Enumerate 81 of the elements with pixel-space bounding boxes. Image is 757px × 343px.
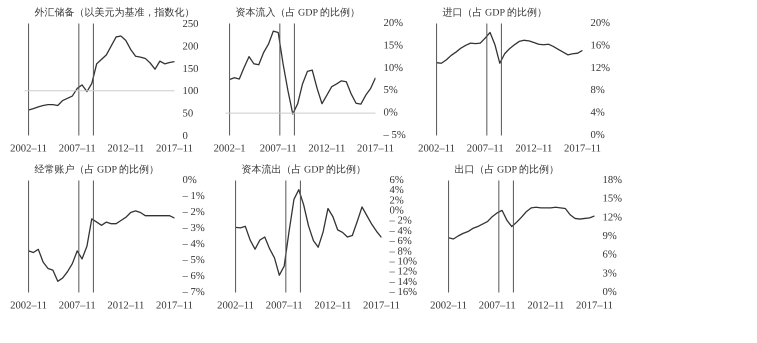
y-tick-label: 15% — [384, 40, 404, 52]
x-tick-label: 2007–11 — [58, 300, 96, 312]
y-tick-label: 0% — [602, 287, 617, 298]
y-tick-label: 4% — [590, 108, 605, 119]
x-tick-label: 2002–11 — [418, 144, 456, 154]
y-tick-label: 2% — [390, 195, 404, 206]
text: 外汇储备（以美元为基准，指数化） — [34, 6, 194, 18]
x-tick-label: 2002–1 — [214, 144, 246, 154]
x-tick-label: 2007–11 — [266, 300, 303, 312]
y-tick-label: 0 — [182, 131, 188, 142]
y-tick-label: 6% — [602, 250, 617, 261]
x-tick-label: 2007–11 — [466, 144, 504, 154]
x-tick-label: 2017–11 — [156, 300, 193, 312]
text: 资本流出（占 GDP 的比例） — [242, 164, 366, 176]
y-tick-label: 250 — [182, 19, 198, 30]
x-tick-label: 2012–11 — [314, 300, 352, 312]
x-tick-label: 2007–11 — [478, 300, 516, 312]
y-tick-label: – 3% — [182, 223, 205, 234]
y-tick-label: 5% — [384, 85, 398, 96]
y-tick-label: 10% — [384, 62, 404, 74]
text: 资本流入（占 GDP 的比例） — [236, 6, 360, 18]
line-series — [448, 206, 594, 240]
x-tick-label: 2012–11 — [107, 300, 144, 312]
y-tick-label: – 7% — [182, 287, 205, 298]
x-tick-label: 2017–11 — [363, 300, 400, 312]
y-tick-label: – 5% — [182, 255, 205, 266]
x-tick-label: 2002–11 — [10, 300, 48, 312]
y-tick-label: 9% — [602, 231, 617, 242]
y-tick-label: – 6% — [388, 236, 412, 248]
text: 经常账户（占 GDP 的比例） — [34, 164, 160, 176]
x-tick-label: 2017–11 — [357, 144, 394, 154]
x-tick-label: 2012–11 — [107, 144, 144, 154]
y-tick-label: – 14% — [388, 276, 418, 288]
text: 出口（占 GDP 的比例） — [454, 164, 560, 176]
y-tick-label: 150 — [182, 64, 198, 75]
y-tick-label: – 4% — [388, 226, 412, 237]
y-tick-label: 20% — [590, 18, 610, 29]
y-tick-label: 3% — [602, 268, 617, 280]
x-tick-label: 2012–11 — [308, 144, 346, 154]
y-tick-label: 0% — [384, 108, 398, 119]
x-tick-label: 2002–11 — [10, 144, 48, 154]
y-tick-label: – 16% — [388, 287, 418, 298]
y-tick-label: 6% — [390, 175, 404, 186]
y-tick-label: – 2% — [388, 216, 412, 227]
y-tick-label: 0% — [182, 175, 197, 186]
y-tick-label: 15% — [602, 194, 622, 205]
x-tick-label: 2017–11 — [564, 144, 601, 154]
y-tick-label: 20% — [384, 18, 404, 29]
y-tick-label: 100 — [182, 86, 198, 98]
y-tick-label: 200 — [182, 41, 198, 52]
y-tick-label: – 10% — [388, 256, 418, 268]
y-tick-label: 50 — [182, 108, 194, 120]
x-tick-label: 2017–11 — [156, 144, 193, 154]
y-tick-label: 12% — [590, 62, 610, 74]
x-tick-label: 2002–11 — [430, 300, 468, 312]
x-tick-label: 2012–11 — [515, 144, 552, 154]
y-tick-label: 12% — [602, 212, 622, 224]
line-series — [436, 32, 582, 64]
y-tick-label: – 1% — [182, 191, 205, 202]
y-tick-label: 0% — [590, 130, 605, 141]
line-series — [234, 189, 382, 276]
x-tick-label: 2002–11 — [217, 300, 254, 312]
y-tick-label: – 8% — [388, 246, 412, 258]
x-tick-label: 2012–11 — [527, 300, 564, 312]
y-tick-label: – 6% — [182, 271, 205, 282]
y-tick-label: 8% — [590, 85, 605, 96]
y-tick-label: – 12% — [388, 266, 418, 278]
x-tick-label: 2017–11 — [576, 300, 613, 312]
x-tick-label: 2007–11 — [260, 144, 297, 154]
x-tick-label: 2007–11 — [58, 144, 96, 154]
y-tick-label: – 5% — [382, 130, 406, 141]
y-tick-label: 0% — [390, 206, 404, 217]
y-tick-label: 16% — [590, 40, 610, 52]
line-series — [228, 30, 376, 115]
y-tick-label: – 2% — [182, 207, 205, 218]
y-tick-label: 18% — [602, 175, 622, 186]
text: 进口（占 GDP 的比例） — [442, 6, 548, 18]
line-series — [28, 210, 174, 282]
line-series — [28, 35, 174, 111]
y-tick-label: 4% — [390, 185, 404, 196]
y-tick-label: – 4% — [182, 239, 205, 250]
